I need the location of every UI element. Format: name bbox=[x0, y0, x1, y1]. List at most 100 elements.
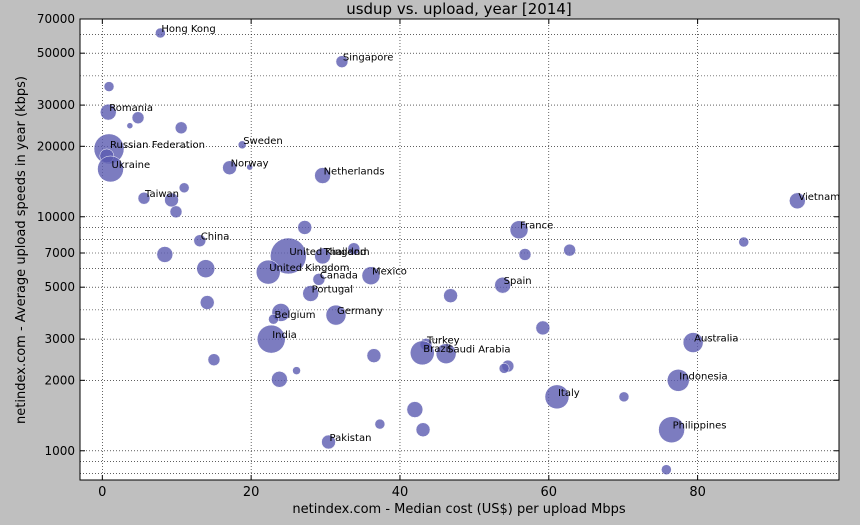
data-point bbox=[321, 434, 336, 450]
y-axis-label: netindex.com - Average upload speeds in … bbox=[14, 76, 29, 424]
data-point bbox=[738, 236, 750, 248]
chart-title: usdup vs. upload, year [2014] bbox=[346, 0, 572, 18]
data-point bbox=[292, 366, 301, 375]
data-point bbox=[199, 295, 215, 310]
y-tick-label: 2000 bbox=[44, 373, 75, 387]
data-point bbox=[302, 285, 319, 302]
data-point bbox=[271, 371, 288, 388]
data-point bbox=[563, 243, 576, 257]
x-tick-label: 0 bbox=[98, 485, 106, 500]
data-point bbox=[374, 418, 386, 430]
data-point bbox=[196, 259, 216, 278]
data-point bbox=[789, 192, 806, 210]
y-tick-label: 5000 bbox=[44, 280, 75, 294]
grid-lines bbox=[80, 18, 839, 480]
x-tick-label: 80 bbox=[689, 485, 706, 500]
data-point bbox=[126, 122, 134, 129]
point-label: Philippines bbox=[673, 421, 727, 432]
data-point bbox=[518, 248, 532, 261]
data-point bbox=[268, 313, 279, 325]
point-label: Germany bbox=[337, 306, 383, 317]
data-point bbox=[207, 353, 221, 366]
data-point bbox=[406, 401, 424, 418]
point-label: Hong Kong bbox=[161, 24, 215, 35]
y-tick-label: 3000 bbox=[44, 332, 75, 346]
point-label: Portugal bbox=[312, 284, 353, 295]
point-label: Turkey bbox=[426, 335, 460, 346]
point-label: Singapore bbox=[343, 53, 393, 64]
point-label: Russian Federation bbox=[110, 140, 205, 151]
point-label: China bbox=[201, 232, 230, 243]
data-point bbox=[535, 320, 551, 336]
point-label: Belgium bbox=[274, 310, 315, 321]
data-point bbox=[335, 55, 349, 68]
y-tick-label: 1000 bbox=[44, 444, 75, 458]
point-label: United Kingdom bbox=[289, 247, 369, 258]
y-tick-label: 7000 bbox=[44, 246, 75, 260]
data-point bbox=[97, 155, 124, 183]
data-points bbox=[93, 27, 806, 475]
data-point bbox=[246, 163, 253, 171]
data-point bbox=[174, 121, 188, 135]
y-axis-ticks: 1000 2000 3000 5000 7000 10000 20000 30000 50000… bbox=[37, 12, 839, 458]
data-point bbox=[661, 464, 672, 475]
point-label: United Kingdom bbox=[269, 263, 349, 274]
plot-area bbox=[80, 19, 839, 480]
y-tick-label: 50000 bbox=[37, 46, 75, 60]
data-point bbox=[498, 363, 510, 374]
data-point bbox=[366, 348, 382, 363]
plot-frame bbox=[79, 18, 840, 481]
data-point bbox=[222, 160, 237, 175]
data-point bbox=[155, 27, 166, 39]
data-point bbox=[193, 234, 207, 247]
point-label: Mexico bbox=[372, 267, 407, 278]
data-point bbox=[361, 266, 381, 285]
point-label: Canada bbox=[320, 270, 358, 281]
data-point bbox=[256, 324, 286, 354]
point-label: Vietnam bbox=[798, 192, 840, 203]
x-tick-label: 40 bbox=[392, 485, 409, 500]
data-point bbox=[667, 369, 690, 392]
data-point bbox=[156, 246, 174, 263]
point-label: Indonesia bbox=[679, 371, 727, 382]
data-point bbox=[415, 422, 431, 437]
point-label: Brazil bbox=[423, 344, 451, 355]
data-point bbox=[658, 416, 685, 443]
point-label: Romania bbox=[109, 103, 153, 114]
y-tick-label: 20000 bbox=[37, 139, 75, 153]
point-label: Saudi Arabia bbox=[447, 345, 510, 356]
point-label: France bbox=[520, 221, 553, 232]
x-axis-ticks: 0 20 40 60 80 bbox=[98, 19, 706, 500]
data-point bbox=[314, 247, 331, 265]
data-point bbox=[682, 332, 704, 353]
data-point bbox=[270, 237, 307, 275]
x-tick-label: 60 bbox=[541, 485, 558, 500]
data-point bbox=[178, 182, 190, 194]
point-label: Spain bbox=[504, 276, 532, 287]
data-point bbox=[297, 220, 312, 235]
data-point bbox=[137, 191, 151, 205]
data-point bbox=[544, 384, 570, 410]
point-label: Norway bbox=[231, 159, 269, 170]
data-point bbox=[435, 343, 457, 364]
point-label: Taiwan bbox=[144, 189, 179, 200]
data-point bbox=[103, 81, 115, 92]
data-point bbox=[443, 288, 458, 303]
data-point bbox=[325, 304, 347, 326]
data-point bbox=[314, 167, 331, 184]
y-tick-label: 70000 bbox=[37, 12, 75, 26]
y-tick-label: 30000 bbox=[37, 98, 75, 112]
data-point bbox=[256, 259, 281, 285]
data-point bbox=[509, 220, 529, 239]
x-axis-label: netindex.com - Median cost (US$) per upl… bbox=[292, 502, 625, 517]
x-tick-label: 20 bbox=[243, 485, 260, 500]
y-tick-label: 10000 bbox=[37, 210, 75, 224]
point-label: Thailand bbox=[323, 247, 367, 258]
data-point bbox=[100, 103, 117, 121]
data-point bbox=[347, 242, 361, 255]
data-point bbox=[410, 340, 435, 366]
data-point bbox=[131, 111, 145, 124]
point-label: Italy bbox=[558, 388, 580, 399]
point-label: Pakistan bbox=[330, 433, 372, 444]
